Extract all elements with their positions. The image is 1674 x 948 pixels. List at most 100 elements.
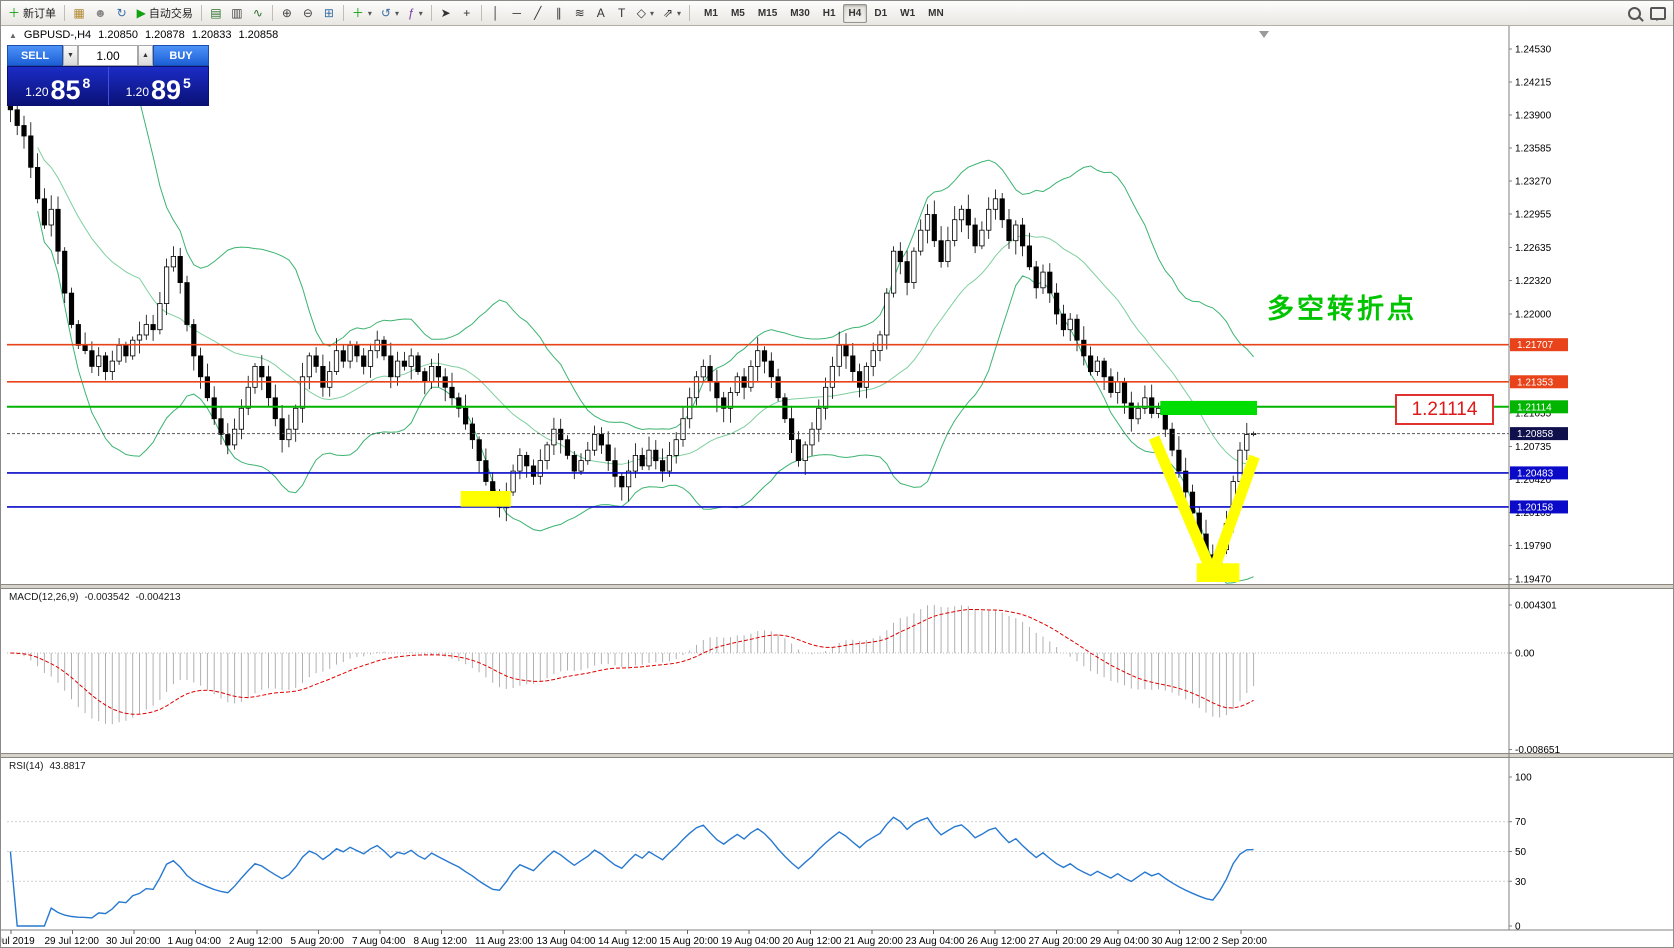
price-axis-label: 1.23270 xyxy=(1515,176,1552,187)
volume-decrease-button[interactable]: ▼ xyxy=(63,45,78,66)
macd-name: MACD(12,26,9) xyxy=(9,592,79,603)
buy-button[interactable]: BUY xyxy=(153,45,209,66)
macd-scale-label: 0.004301 xyxy=(1515,601,1557,612)
chart-background xyxy=(1,25,1673,947)
v-left-stroke[interactable] xyxy=(1148,435,1218,576)
resistance-line-2-tag-label: 1.21353 xyxy=(1517,377,1554,388)
resistance-line-1-tag-label: 1.21707 xyxy=(1517,340,1554,351)
zoom-in-icon: ⊕ xyxy=(281,6,292,20)
new-order-button[interactable]: ＋新订单 xyxy=(4,3,60,23)
rsi-line xyxy=(9,816,1254,927)
v-right-stroke[interactable] xyxy=(1207,454,1260,576)
fibonacci-button[interactable]: ≋ xyxy=(570,3,590,23)
timeframe-w1-button[interactable]: W1 xyxy=(894,4,921,23)
timeframe-m15-button[interactable]: M15 xyxy=(752,4,783,23)
chart-title: ▲ GBPUSD-,H4 1.20850 1.20878 1.20833 1.2… xyxy=(9,29,278,41)
ohlc-low: 1.20833 xyxy=(191,29,232,41)
timeframe-m30-button[interactable]: M30 xyxy=(784,4,815,23)
date-axis-label: 19 Aug 04:00 xyxy=(721,936,780,947)
data-window-button[interactable]: ↻ xyxy=(112,3,132,23)
ohlc-open: 1.20850 xyxy=(98,29,138,41)
volume-increase-button[interactable]: ▲ xyxy=(138,45,153,66)
zoom-in-button[interactable]: ⊕ xyxy=(277,3,297,23)
text-label-button[interactable]: T xyxy=(612,3,632,23)
rsi-scale-label: 70 xyxy=(1515,817,1527,828)
tile-windows-button[interactable]: ⊞ xyxy=(319,3,339,23)
price-axis-label: 1.20105 xyxy=(1515,508,1552,519)
date-axis-label: 11 Aug 23:00 xyxy=(475,936,534,947)
panel-separator[interactable] xyxy=(1,584,1674,589)
timeframe-h1-button[interactable]: H1 xyxy=(817,4,842,23)
date-axis-label: 1 Aug 04:00 xyxy=(168,936,222,947)
indicators-button[interactable]: ƒ ▾ xyxy=(404,3,427,23)
bar-chart-button[interactable]: ▤ xyxy=(206,3,226,23)
support-line-2-tag xyxy=(1510,500,1568,514)
crosshair-button[interactable]: + xyxy=(457,3,477,23)
date-axis-label: 27 Aug 20:00 xyxy=(1029,936,1088,947)
panel-separator[interactable] xyxy=(1,753,1674,758)
time-scale[interactable] xyxy=(1,930,1674,948)
profiles-button[interactable]: ↺ ▾ xyxy=(377,3,403,23)
toolbar-separator xyxy=(200,5,202,21)
price-axis-label: 1.24215 xyxy=(1515,77,1552,88)
candlestick-chart-icon: ▥ xyxy=(231,6,243,20)
date-axis-label: 30 Aug 12:00 xyxy=(1152,936,1211,947)
text-button[interactable]: A xyxy=(591,3,611,23)
sell-price-display[interactable]: 1.20 85 8 xyxy=(8,67,108,105)
current-price-tag-label: 1.20858 xyxy=(1517,429,1554,440)
date-axis-label: 2 Sep 20:00 xyxy=(1213,936,1267,947)
sell-button[interactable]: SELL xyxy=(7,45,63,66)
turning-point-annotation[interactable]: 多空转折点 xyxy=(1267,294,1417,324)
timeframe-m5-button[interactable]: M5 xyxy=(725,4,751,23)
line-chart-button[interactable]: ∿ xyxy=(248,3,268,23)
rsi-scale-label: 0 xyxy=(1515,922,1521,933)
buy-price-pip: 5 xyxy=(183,75,191,91)
channel-icon: ∥ xyxy=(555,6,562,20)
autotrading-button[interactable]: ▶ 自动交易 xyxy=(133,3,197,23)
support-highlight[interactable] xyxy=(460,491,511,507)
refresh-icon: ↻ xyxy=(116,6,127,20)
chart-shift-marker[interactable] xyxy=(1259,31,1269,38)
ohlc-close: 1.20858 xyxy=(238,29,279,41)
new-chart-button[interactable]: ＋ ▾ xyxy=(348,3,376,23)
chat-button[interactable] xyxy=(1646,3,1670,23)
timeframe-m1-button[interactable]: M1 xyxy=(698,4,724,23)
sell-price-pip: 8 xyxy=(82,75,91,91)
cursor-button[interactable]: ➤ xyxy=(436,3,456,23)
rsi-label: RSI(14) 43.8817 xyxy=(9,761,86,772)
volume-input[interactable]: 1.00 xyxy=(78,45,138,66)
zoom-out-button[interactable]: ⊖ xyxy=(298,3,318,23)
timeframe-h4-button[interactable]: H4 xyxy=(842,3,868,23)
candlestick-chart-button[interactable]: ▥ xyxy=(227,3,247,23)
timeframe-mn-button[interactable]: MN xyxy=(922,4,950,23)
support-line-2-tag-label: 1.20158 xyxy=(1517,502,1554,513)
buy-price-display[interactable]: 1.20 89 5 xyxy=(109,67,209,105)
shapes-button[interactable]: ◇ ▾ xyxy=(633,3,658,23)
price-callout[interactable]: 1.21114 xyxy=(1395,394,1494,425)
price-scale[interactable] xyxy=(1509,25,1674,930)
breakout-zone-highlight[interactable] xyxy=(1160,400,1257,415)
dropdown-arrow-icon: ▾ xyxy=(367,8,372,18)
timeframe-d1-button[interactable]: D1 xyxy=(868,4,893,23)
horizontal-line-icon: ─ xyxy=(512,6,521,20)
main-toolbar: ＋新订单 ▦ ☻ ↻ ▶ 自动交易 ▤ ▥ ∿ ⊕ ⊖ ⊞ ＋ ▾ ↺ ▾ ƒ ▾ ➤ + │ ─ ╱ ∥ ≋ A T ◇ ▾ ⇗ ▾ M1 M… xyxy=(1,1,1673,26)
chart-window-button[interactable]: ▦ xyxy=(69,3,89,23)
dropdown-arrow-icon: ▾ xyxy=(649,8,654,18)
price-axis-label: 1.22635 xyxy=(1515,243,1552,254)
buy-price-big: 89 xyxy=(151,75,182,106)
bottom-highlight[interactable] xyxy=(1196,563,1240,582)
trendline-button[interactable]: ╱ xyxy=(528,3,548,23)
pivot-line-tag-label: 1.21114 xyxy=(1517,402,1552,413)
arrows-button[interactable]: ⇗ ▾ xyxy=(659,3,685,23)
macd-histogram xyxy=(16,604,1255,725)
collapse-panel-icon[interactable]: ▲ xyxy=(9,30,17,40)
buy-price-prefix: 1.20 xyxy=(125,85,149,99)
search-button[interactable] xyxy=(1624,3,1645,23)
horizontal-line-button[interactable]: ─ xyxy=(507,3,527,23)
bollinger-upper-band xyxy=(37,63,1254,431)
vertical-line-button[interactable]: │ xyxy=(486,3,506,23)
channel-button[interactable]: ∥ xyxy=(549,3,569,23)
market-watch-button[interactable]: ☻ xyxy=(90,3,111,23)
